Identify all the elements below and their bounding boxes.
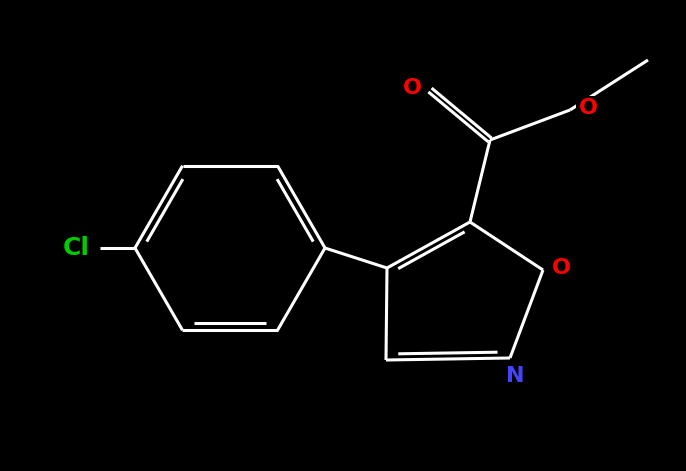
Text: O: O [403, 78, 421, 98]
Text: N: N [506, 366, 524, 386]
Text: O: O [578, 98, 598, 118]
Text: O: O [552, 258, 571, 278]
Text: Cl: Cl [63, 236, 90, 260]
